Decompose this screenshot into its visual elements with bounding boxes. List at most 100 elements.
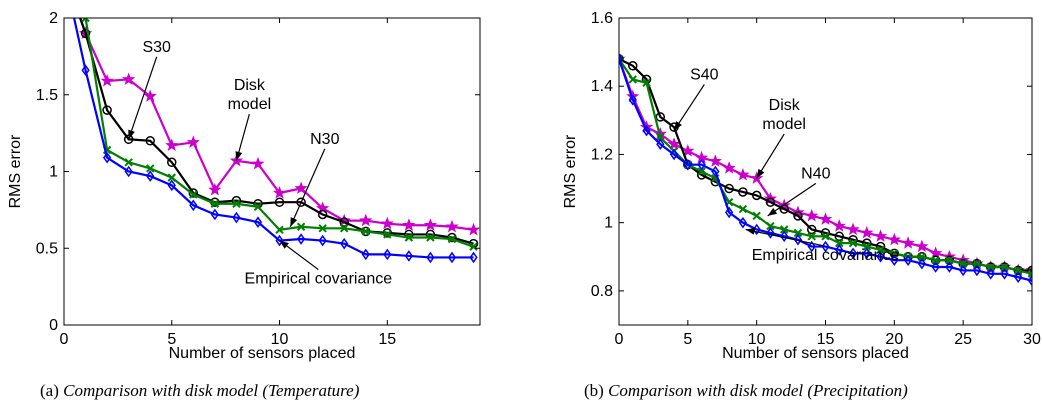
x-tick-label: 0	[615, 331, 624, 348]
data-point-n40	[697, 167, 706, 176]
caption-text: Comparison with disk model (Temperature)	[63, 381, 360, 400]
data-point-disk	[208, 182, 222, 196]
annotation-label: N40	[801, 165, 830, 182]
annotation-arrow	[745, 228, 826, 247]
data-point-empirical	[890, 254, 899, 266]
data-point-s40	[655, 112, 666, 122]
panel-temperature: 0 5 10 15 0 0.5 1 1.5 2 Number of sensors placed R…	[7, 10, 481, 400]
data-point-s30	[80, 28, 91, 39]
data-point-n40	[917, 252, 927, 261]
series-group	[619, 51, 1032, 287]
data-point-disk	[466, 222, 480, 236]
data-point-n40	[931, 255, 940, 265]
data-point-n40	[779, 225, 789, 234]
annotation-arrowhead	[756, 168, 765, 179]
data-point-empirical	[404, 250, 413, 262]
data-point-empirical	[628, 94, 637, 106]
data-point-disk	[681, 144, 695, 157]
x-axis-label: Number of sensors placed	[169, 345, 356, 362]
data-point-disk	[846, 222, 860, 236]
annotation-label: Disk	[769, 97, 801, 114]
data-point-n30	[469, 242, 478, 251]
data-point-n30	[167, 173, 176, 182]
data-point-n30	[146, 164, 155, 173]
x-tick-label: 5	[683, 331, 692, 348]
data-point-n40	[848, 238, 858, 248]
series-group	[72, 18, 480, 264]
figure-caption: (a) Comparison with disk model (Temperat…	[40, 381, 360, 400]
series-line-disk	[78, 18, 474, 231]
data-point-disk	[860, 225, 874, 239]
data-point-n30	[361, 227, 370, 236]
y-axis-label: RMS error	[7, 134, 24, 208]
data-point-s30	[339, 217, 349, 227]
y-tick-label: 1.5	[36, 87, 58, 104]
data-point-n40	[1014, 266, 1023, 275]
x-tick-label: 10	[748, 331, 766, 348]
caption-prefix: (a)	[40, 381, 63, 400]
data-point-disk	[736, 167, 750, 181]
data-point-empirical	[752, 223, 761, 236]
data-point-empirical	[167, 179, 176, 192]
data-point-disk	[380, 216, 394, 230]
data-point-n40	[628, 75, 637, 84]
y-tick-label: 1.4	[591, 78, 613, 95]
data-point-empirical	[848, 247, 858, 260]
data-point-empirical	[361, 248, 370, 261]
data-point-empirical	[124, 165, 133, 178]
y-axis-label: RMS error	[562, 134, 579, 208]
data-point-s40	[1027, 265, 1032, 276]
data-point-n30	[447, 234, 457, 244]
data-point-empirical	[835, 244, 844, 256]
data-point-empirical	[876, 250, 885, 263]
data-point-disk	[445, 219, 459, 233]
data-point-disk	[423, 218, 438, 231]
annotation-label: model	[228, 96, 272, 113]
annotation-label: N30	[310, 131, 339, 148]
data-point-empirical	[81, 64, 90, 76]
data-point-disk	[901, 236, 915, 249]
data-point-n30	[296, 222, 306, 231]
data-point-empirical	[253, 216, 263, 228]
annotation-arrow	[128, 56, 158, 140]
data-point-empirical	[340, 237, 349, 250]
data-point-disk	[722, 161, 736, 174]
data-point-empirical	[426, 251, 435, 264]
data-point-n40	[1027, 269, 1032, 279]
data-point-empirical	[793, 233, 803, 246]
annotation-empirical: Empirical covariance	[245, 240, 392, 288]
data-point-empirical	[642, 124, 651, 137]
data-point-empirical	[146, 170, 155, 182]
annotation-arrowhead	[767, 207, 778, 216]
data-point-n40	[835, 238, 844, 248]
data-point-n40	[890, 249, 899, 258]
annotation-empirical: Empirical covariance	[745, 227, 899, 264]
series-n30	[81, 18, 478, 251]
data-point-empirical	[931, 261, 940, 273]
series-empirical	[72, 18, 478, 264]
data-point-s30	[188, 188, 199, 198]
data-point-disk	[708, 154, 722, 167]
data-point-n30	[275, 225, 284, 235]
annotation-label: Disk	[234, 77, 266, 94]
data-point-disk	[832, 219, 846, 232]
data-point-empirical	[711, 165, 720, 178]
data-point-s30	[447, 232, 457, 243]
data-point-empirical	[945, 261, 954, 273]
data-point-empirical	[1000, 268, 1009, 280]
y-tick-label: 1.6	[591, 10, 613, 27]
data-point-empirical	[903, 254, 913, 266]
data-point-disk	[272, 186, 287, 199]
y-tick-label: 0.5	[36, 240, 58, 257]
data-point-empirical	[738, 216, 748, 229]
annotation-n40: N40	[767, 165, 831, 217]
data-point-n40	[738, 204, 748, 214]
data-point-n40	[876, 245, 885, 255]
data-point-s40	[765, 197, 776, 207]
data-point-n40	[958, 259, 968, 268]
data-point-n30	[318, 224, 327, 233]
data-point-empirical	[986, 268, 995, 280]
x-tick-label: 20	[885, 331, 903, 348]
data-point-empirical	[862, 247, 871, 260]
